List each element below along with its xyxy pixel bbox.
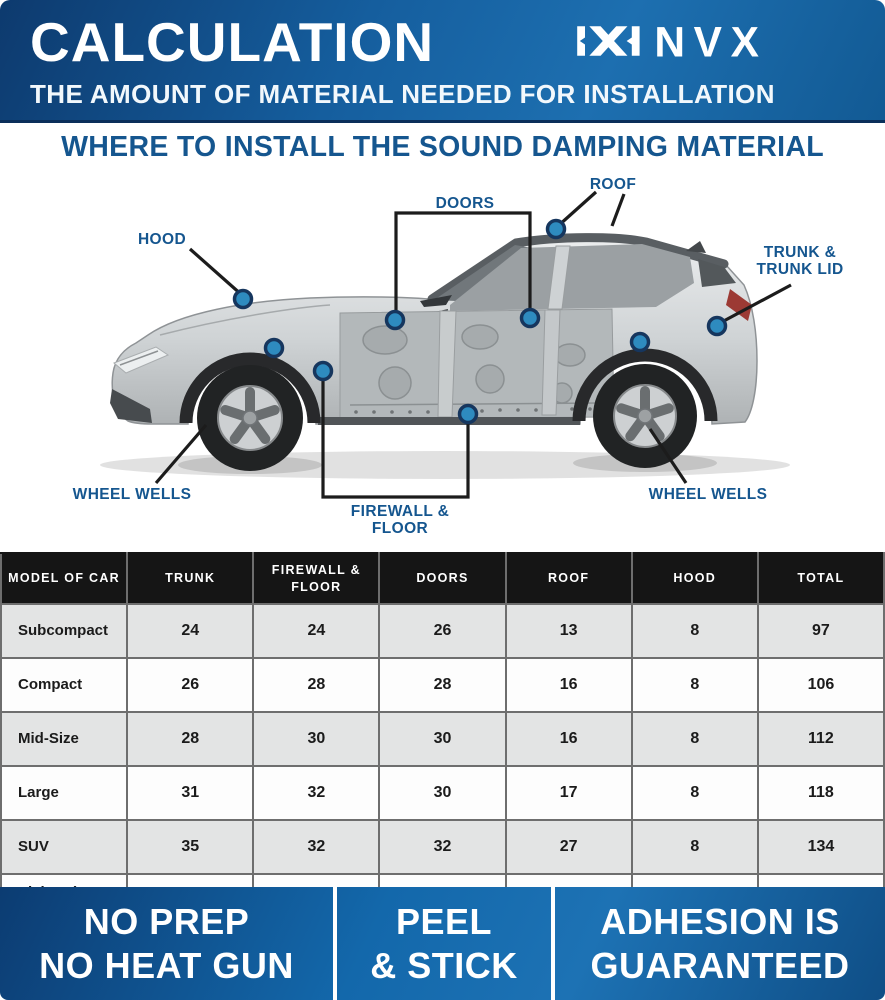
row-model: Compact	[0, 657, 129, 713]
footer-banner: NO PREP NO HEAT GUN PEEL & STICK ADHESIO…	[0, 887, 885, 1000]
car-body	[110, 233, 758, 471]
table-cell: 30	[252, 711, 381, 767]
table-cell: 134	[756, 819, 885, 875]
row-model: Large	[0, 765, 129, 821]
header-subtitle: THE AMOUNT OF MATERIAL NEEDED FOR INSTAL…	[30, 79, 775, 109]
table-cell: 30	[378, 765, 507, 821]
rear-wheel	[593, 364, 697, 468]
location-marker-icons	[232, 218, 728, 425]
label-hood: HOOD	[137, 231, 187, 248]
label-trunk: TRUNK & TRUNK LID	[756, 244, 844, 279]
car-shadow	[100, 451, 790, 479]
label-roof: ROOF	[589, 176, 637, 193]
table-cell: 30	[378, 711, 507, 767]
table-cell: 32	[378, 819, 507, 875]
table-cell: 28	[126, 711, 255, 767]
leader-lines	[154, 190, 792, 499]
table-cell: 27	[504, 819, 633, 875]
table-row: Mid-Size 28 30 30 16 8 112	[0, 711, 885, 767]
col-model: MODEL OF CAR	[0, 552, 129, 605]
car-cutaway-illustration	[100, 190, 792, 499]
diagram-title: WHERE TO INSTALL THE SOUND DAMPING MATER…	[61, 131, 824, 163]
table-cell: 31	[126, 765, 255, 821]
header-banner: CALCULATION NVX THE AMOUNT OF MATERIAL N…	[0, 0, 885, 123]
footer-no-prep: NO PREP NO HEAT GUN	[39, 900, 294, 986]
col-hood: HOOD	[630, 552, 759, 605]
table-cell: 8	[630, 603, 759, 659]
footer-peel-stick: PEEL & STICK	[333, 887, 555, 1000]
col-total: TOTAL	[756, 552, 885, 605]
table-cell: 97	[756, 603, 885, 659]
table-cell: 16	[504, 711, 633, 767]
table-cell: 24	[252, 603, 381, 659]
front-wheel	[197, 365, 303, 471]
page-title: CALCULATION	[30, 11, 435, 73]
table-cell: 17	[504, 765, 633, 821]
table-cell: 112	[756, 711, 885, 767]
row-model: SUV	[0, 819, 129, 875]
label-firewall-floor: FIREWALL & FLOOR	[350, 503, 450, 538]
car-diagram: ROOF DOORS HOOD TRUNK & TRUNK LID WHEEL …	[0, 165, 885, 550]
table-row: Compact 26 28 28 16 8 106	[0, 657, 885, 713]
row-model: Subcompact	[0, 603, 129, 659]
table-cell: 8	[630, 711, 759, 767]
table-header-row: MODEL OF CAR TRUNK FIREWALL & FLOOR DOOR…	[0, 552, 885, 605]
table-cell: 28	[378, 657, 507, 713]
table-cell: 118	[756, 765, 885, 821]
nvx-logo-icon: NVX	[577, 19, 767, 66]
table-row: Subcompact 24 24 26 13 8 97	[0, 603, 885, 659]
table-row: Large 31 32 30 17 8 118	[0, 765, 885, 821]
table-cell: 8	[630, 657, 759, 713]
table-cell: 8	[630, 819, 759, 875]
footer-adhesion: ADHESION IS GUARANTEED	[590, 900, 850, 986]
table-cell: 16	[504, 657, 633, 713]
table-cell: 35	[126, 819, 255, 875]
table-cell: 13	[504, 603, 633, 659]
table-cell: 28	[252, 657, 381, 713]
table-cell: 32	[252, 765, 381, 821]
table-row: SUV 35 32 32 27 8 134	[0, 819, 885, 875]
table-cell: 26	[126, 657, 255, 713]
label-wheel-wells-right: WHEEL WELLS	[648, 486, 768, 503]
row-model: Mid-Size	[0, 711, 129, 767]
table-cell: 8	[630, 765, 759, 821]
table-cell: 32	[252, 819, 381, 875]
material-table: MODEL OF CAR TRUNK FIREWALL & FLOOR DOOR…	[0, 552, 885, 929]
nvx-brand-text: NVX	[654, 19, 767, 66]
col-doors: DOORS	[378, 552, 507, 605]
table-cell: 106	[756, 657, 885, 713]
label-wheel-wells-left: WHEEL WELLS	[72, 486, 192, 503]
table-cell: 24	[126, 603, 255, 659]
label-doors: DOORS	[435, 195, 495, 212]
col-firewall: FIREWALL & FLOOR	[252, 552, 381, 605]
col-trunk: TRUNK	[126, 552, 255, 605]
col-roof: ROOF	[504, 552, 633, 605]
table-cell: 26	[378, 603, 507, 659]
